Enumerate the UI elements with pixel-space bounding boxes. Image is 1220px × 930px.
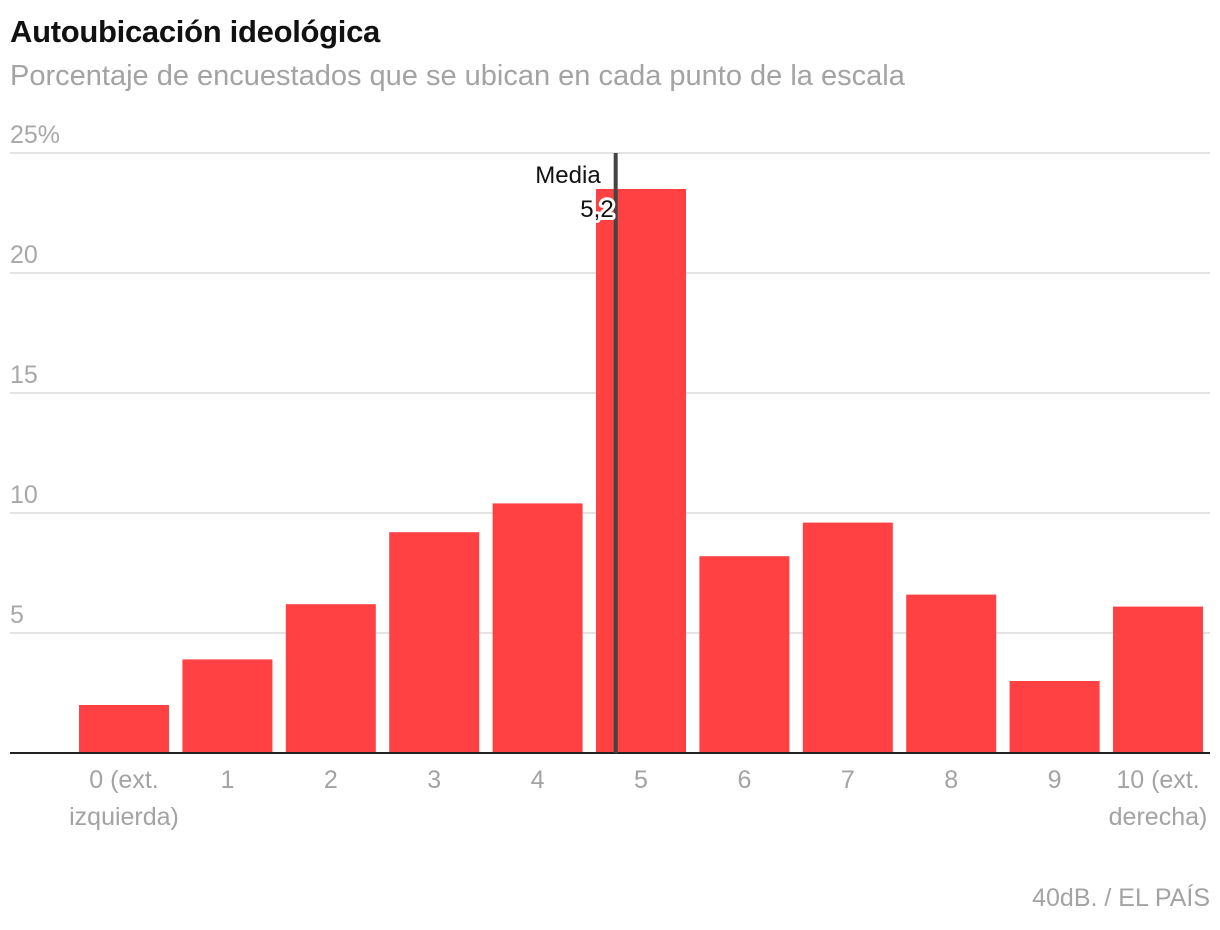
bar-5 [596,189,686,753]
y-tick-label-25: 25% [10,121,60,149]
bar-0 [79,705,169,753]
x-tick-label-0: 0 (ext. [89,766,158,794]
x-tick-label-6: 6 [737,766,751,794]
y-tick-label-15: 15 [10,361,38,389]
x-tick-label-7: 7 [841,766,855,794]
source-credit: 40dB. / EL PAÍS [1032,884,1210,912]
x-tick-label-5: 5 [634,766,648,794]
chart-subtitle: Porcentaje de encuestados que se ubican … [10,60,905,92]
x-tick-label-3: 3 [427,766,441,794]
bar-2 [285,604,376,753]
bar-1 [182,659,273,753]
x-tick-label-4: 4 [531,766,545,794]
bar-4 [492,503,583,753]
x-tick-label-10: 10 (ext. [1116,766,1199,794]
y-tick-label-20: 20 [10,241,38,269]
x-tick-label-2: 2 [324,766,338,794]
bar-7 [802,522,893,753]
x-tick-label-10-line2: derecha) [1109,803,1208,831]
x-tick-label-1: 1 [220,766,234,794]
x-tick-label-0-line2: izquierda) [69,803,179,831]
chart-title: Autoubicación ideológica [10,14,380,49]
bar-3 [389,532,480,753]
bar-6 [699,556,790,753]
bar-10 [1113,606,1203,753]
y-tick-label-5: 5 [10,601,24,629]
mean-label: Media [535,162,601,189]
bar-9 [1009,681,1100,753]
x-tick-label-8: 8 [944,766,958,794]
x-tick-label-9: 9 [1048,766,1062,794]
bar-8 [906,594,997,753]
mean-value-label: 5,2 [580,196,613,223]
y-tick-label-10: 10 [10,481,38,509]
